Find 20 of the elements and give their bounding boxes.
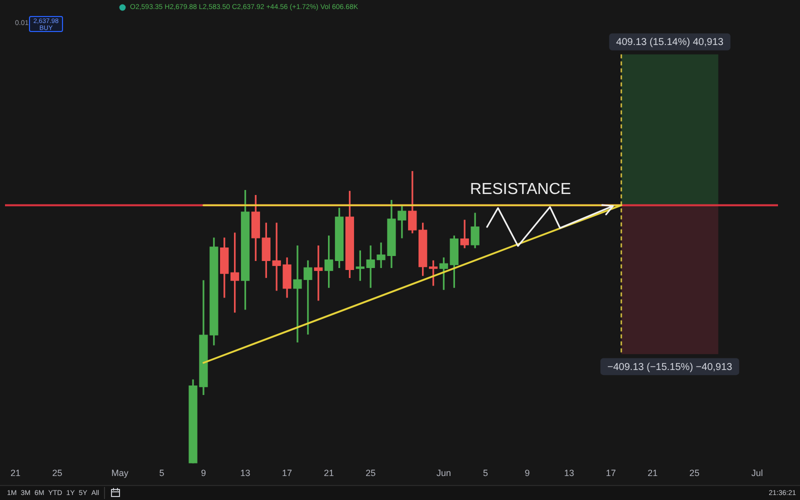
x-tick-label: 21 [648,468,658,478]
x-tick-label: 25 [689,468,700,478]
x-tick-label: 25 [366,468,376,478]
x-tick-label: Jul [751,468,763,478]
x-tick-label: May [111,468,129,478]
x-tick-label: 5 [159,468,164,478]
x-tick-label: 21 [10,468,20,478]
x-tick-label: 9 [524,468,530,478]
annotation: RESISTANCE [470,181,572,199]
x-tick-label: 25 [52,468,62,478]
x-tick-label: Jun [436,468,451,478]
band-label: 409.13 (15.14%) 40,913 [616,37,724,48]
band-label: −409.13 (−15.15%) −40,913 [607,362,733,373]
x-tick-label: 5 [483,468,488,478]
x-tick-label: 13 [240,468,250,478]
x-tick-label: 9 [200,468,206,478]
x-tick-label: 13 [564,468,574,478]
x-tick-label: 21 [324,468,334,478]
x-tick-label: 17 [282,468,292,478]
x-tick-label: 17 [606,468,616,478]
